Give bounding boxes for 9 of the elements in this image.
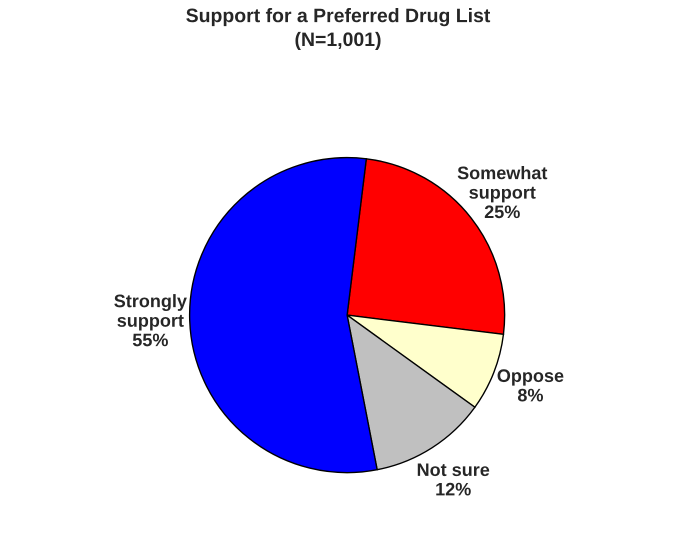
data-label: 55% bbox=[132, 334, 168, 346]
data-label: 25% bbox=[484, 205, 520, 218]
slice-label: Somewhat support bbox=[458, 166, 548, 202]
data-label: 12% bbox=[436, 482, 471, 496]
slice-label: Strongly support bbox=[114, 294, 187, 330]
slice-label: Oppose bbox=[498, 369, 564, 386]
data-label: 8% bbox=[518, 388, 544, 402]
chart-title: Support for a Preferred Drug List (N=1,001) bbox=[186, 8, 490, 50]
slice-label: Not sure bbox=[418, 464, 490, 476]
